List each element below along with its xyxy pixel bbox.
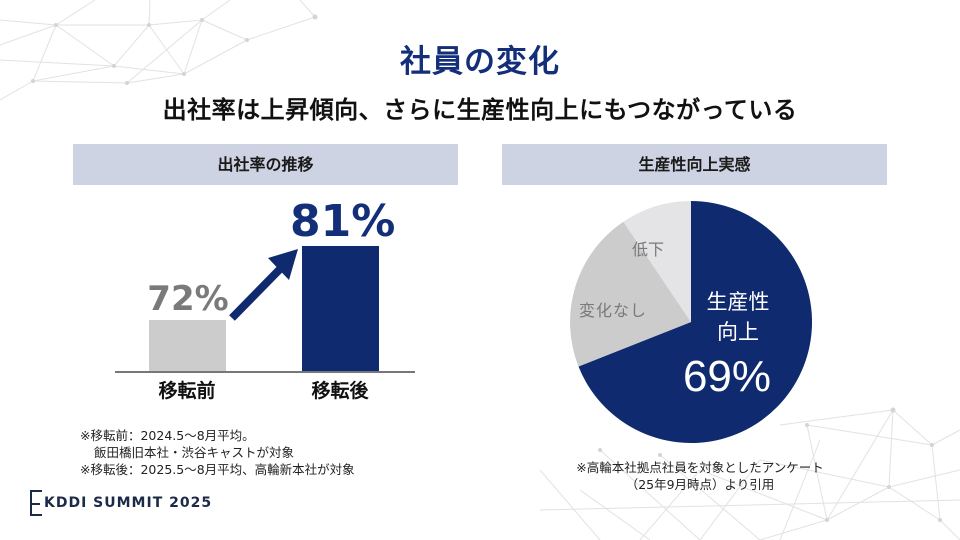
bar-chart-baseline <box>115 371 415 373</box>
note-line: ※移転前：2024.5～8月平均。 <box>80 428 255 443</box>
logo-text: KDDI SUMMIT 2025 <box>44 495 213 511</box>
bar-after-move <box>302 246 379 371</box>
slide-subtitle: 出社率は上昇傾向、さらに生産性向上にもつながっている <box>162 96 798 124</box>
event-logo: KDDI SUMMIT 2025 <box>30 490 212 516</box>
pie-value-improved: 69% <box>682 352 772 401</box>
bar-value-after: 81% <box>290 196 396 247</box>
increase-arrow-icon <box>229 249 298 321</box>
survey-source-note: ※高輪本社拠点社員を対象としたアンケート （25年9月時点）より引用 <box>540 459 860 493</box>
slide-title: 社員の変化 <box>400 44 560 80</box>
bar-before-move <box>149 320 226 371</box>
pie-slice-improved <box>578 201 812 443</box>
pie-label-improved: 生産性 向上 <box>696 287 780 347</box>
logo-bracket-icon <box>30 490 42 516</box>
attendance-rate-header: 出社率の推移 <box>73 144 458 185</box>
source-line: （25年9月時点）より引用 <box>625 477 775 492</box>
source-line: ※高輪本社拠点社員を対象としたアンケート <box>576 460 824 475</box>
pie-label-improved-line1: 生産性 <box>706 290 770 314</box>
pie-label-no-change: 変化なし <box>579 301 648 320</box>
note-line: 飯田橋旧本社・渋谷キャストが対象 <box>94 445 295 460</box>
productivity-header: 生産性向上実感 <box>502 144 887 185</box>
pie-slice-decline <box>623 201 691 322</box>
attendance-notes: ※移転前：2024.5～8月平均。 飯田橋旧本社・渋谷キャストが対象 ※移転後：… <box>80 427 355 478</box>
pie-slice-no-change <box>570 221 691 367</box>
bar-value-before: 72% <box>147 279 229 319</box>
productivity-pie-chart <box>570 201 812 443</box>
category-label-before: 移転前 <box>158 380 216 402</box>
pie-label-decline: 低下 <box>632 240 665 259</box>
pie-label-improved-line2: 向上 <box>717 320 759 344</box>
category-label-after: 移転後 <box>311 380 369 402</box>
note-line: ※移転後：2025.5～8月平均、高輪新本社が対象 <box>80 462 355 477</box>
